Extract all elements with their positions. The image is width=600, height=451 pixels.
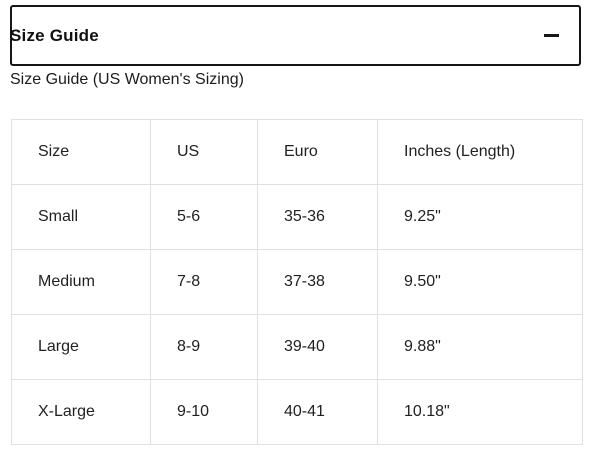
cell-us: 7-8	[150, 249, 258, 315]
minus-icon[interactable]	[544, 34, 559, 37]
table-row-medium: Medium 7-8 37-38 9.50"	[11, 249, 583, 315]
cell-us: 5-6	[150, 184, 258, 250]
table-header-euro: Euro	[257, 119, 378, 185]
size-guide-table: Size US Euro Inches (Length) Small 5-6 3…	[11, 119, 583, 445]
cell-euro: 40-41	[257, 379, 378, 445]
cell-size: Small	[11, 184, 151, 250]
cell-us: 8-9	[150, 314, 258, 380]
cell-euro: 35-36	[257, 184, 378, 250]
table-header-us: US	[150, 119, 258, 185]
table-header-inches: Inches (Length)	[377, 119, 583, 185]
cell-inches: 9.25"	[377, 184, 583, 250]
size-guide-subtitle: Size Guide (US Women's Sizing)	[10, 71, 244, 88]
cell-inches: 10.18"	[377, 379, 583, 445]
table-row-small: Small 5-6 35-36 9.25"	[11, 184, 583, 250]
cell-euro: 39-40	[257, 314, 378, 380]
cell-size: Large	[11, 314, 151, 380]
cell-size: X-Large	[11, 379, 151, 445]
cell-euro: 37-38	[257, 249, 378, 315]
cell-us: 9-10	[150, 379, 258, 445]
cell-inches: 9.88"	[377, 314, 583, 380]
accordion-title: Size Guide	[10, 25, 99, 45]
table-row-large: Large 8-9 39-40 9.88"	[11, 314, 583, 380]
cell-inches: 9.50"	[377, 249, 583, 315]
table-row-x-large: X-Large 9-10 40-41 10.18"	[11, 379, 583, 445]
size-guide-accordion-header[interactable]: Size Guide	[10, 5, 581, 66]
table-header-row: Size US Euro Inches (Length)	[11, 119, 583, 185]
cell-size: Medium	[11, 249, 151, 315]
table-header-size: Size	[11, 119, 151, 185]
